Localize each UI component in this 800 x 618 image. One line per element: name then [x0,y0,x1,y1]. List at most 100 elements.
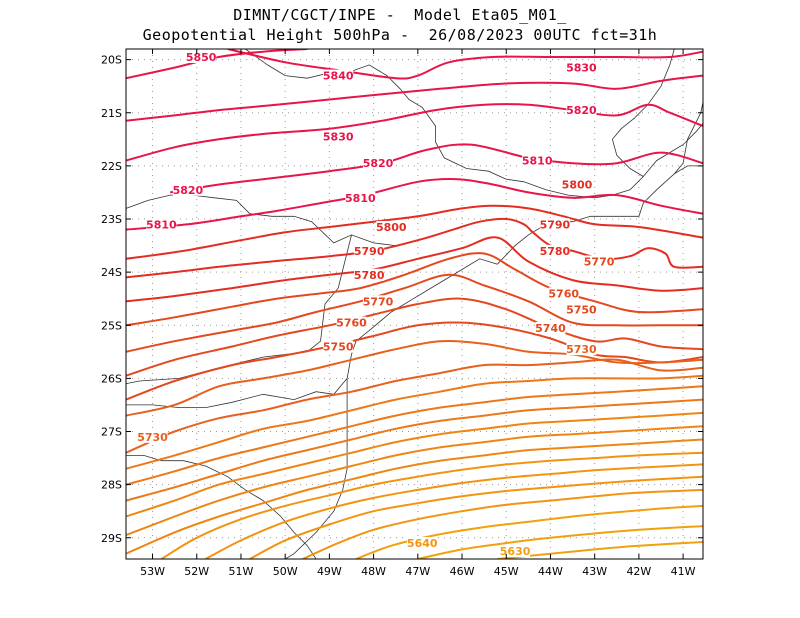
contour-line-5730 [126,358,703,454]
lat-tick-label: 20S [101,54,122,67]
contour-label: 5820 [363,157,394,170]
contour-label-background [522,154,553,167]
contour-label-background [336,316,367,329]
contour-labels: 5850 5840 5830 5820 5830 5820 5810 5800 5820 5810… [137,50,615,558]
lon-tick-label: 45W [494,565,519,578]
contour-line-5670 [126,438,703,555]
contour-line-5640 [249,475,703,559]
contour-label-background [539,218,570,231]
contour-label-background [548,287,579,300]
lat-tick-label: 24S [101,266,122,279]
lon-tick-label: 46W [450,565,475,578]
contour-label-background [376,220,407,233]
lon-tick-label: 48W [361,565,386,578]
contour-line-5640 [302,488,703,559]
lon-tick-label: 42W [626,565,651,578]
contour-line-5750 [126,297,703,377]
height-contours [126,49,703,559]
contour-label: 5810 [146,218,177,231]
contour-line-5840 [227,49,703,80]
contour-label-background [186,50,217,63]
lat-tick-label: 21S [101,107,122,120]
contour-line-5620 [417,525,703,559]
contour-line-5810 [170,143,703,194]
contour-label-background [566,343,597,356]
contour-label-background [500,545,531,558]
contour-label-background [172,183,203,196]
lat-tick-label: 25S [101,319,122,332]
contour-label: 5830 [566,62,597,75]
contour-label: 5740 [535,322,566,335]
contour-line-5810 [126,178,703,231]
lon-tick-label: 44W [538,565,563,578]
contour-label: 5830 [323,131,354,144]
contour-line-5850 [126,49,308,80]
contour-label-background [323,340,354,353]
contour-label: 5790 [354,245,385,258]
lat-tick-label: 26S [101,372,122,385]
contour-label-background [584,255,615,268]
lat-tick-label: 22S [101,160,122,173]
contour-label: 5750 [566,303,597,316]
contour-label: 5780 [354,269,385,282]
plot-frame [125,48,704,560]
contour-label: 5790 [540,218,571,231]
contour-line-5830 [126,74,703,122]
contour-label-background [561,178,592,191]
contour-line-5770 [126,252,703,327]
contour-line-5790 [126,217,703,279]
contour-label-background [535,321,566,334]
lon-tick-label: 50W [273,565,298,578]
contour-line-5700 [126,398,703,502]
contour-label: 5760 [336,317,367,330]
contour-label: 5810 [345,192,376,205]
contour-label: 5810 [522,155,553,168]
contour-label: 5820 [173,184,204,197]
contour-label: 5730 [137,431,168,444]
contour-label-background [345,191,376,204]
contour-label-background [354,268,385,281]
contour-label: 5730 [566,343,597,356]
contour-line-5730 [126,339,703,417]
contour-label-background [323,130,354,143]
contour-label-background [566,61,597,74]
contour-label-background [566,303,597,316]
lat-tick-label: 23S [101,213,122,226]
lon-tick-label: 52W [184,565,209,578]
contour-line-5680 [126,425,703,537]
contour-label-background [146,218,177,231]
lat-tick-label: 29S [101,532,122,545]
map-title-line-1: DIMNT/CGCT/INPE - Model Eta05_M01_ [233,6,567,24]
contour-label: 5770 [363,295,394,308]
contour-line-5610 [497,541,703,559]
contour-label-background [407,537,438,550]
contour-label: 5770 [584,256,615,269]
contour-line-5820 [126,103,703,162]
contour-label: 5850 [186,51,217,64]
contour-line-5650 [205,463,703,559]
contour-label-background [323,69,354,82]
lat-tick-label: 27S [101,426,122,439]
contour-line-5800 [126,204,703,260]
contour-label: 5800 [376,221,407,234]
contour-line-5780 [126,236,703,303]
lon-tick-label: 49W [317,565,342,578]
contour-label: 5840 [323,70,354,83]
contour-label: 5780 [540,245,571,258]
contour-line-5720 [126,374,703,470]
lon-tick-label: 53W [140,565,165,578]
contour-label-background [363,157,394,170]
contour-label-background [363,295,394,308]
axis-ticks: 53W 52W 51W 50W 49W 48W 47W 46W 45W 44W 43W 42W 41W 2… [101,49,703,578]
contour-line-5760 [126,273,703,353]
contour-label-background [539,244,570,257]
coastline-segment [674,165,703,175]
lon-tick-label: 51W [229,565,254,578]
lon-tick-label: 43W [582,565,607,578]
coastline-segment [284,258,498,559]
contour-label: 5750 [323,341,354,354]
contour-label: 5630 [500,545,531,558]
contour-label: 5640 [407,537,438,550]
contour-line-5630 [355,504,703,559]
